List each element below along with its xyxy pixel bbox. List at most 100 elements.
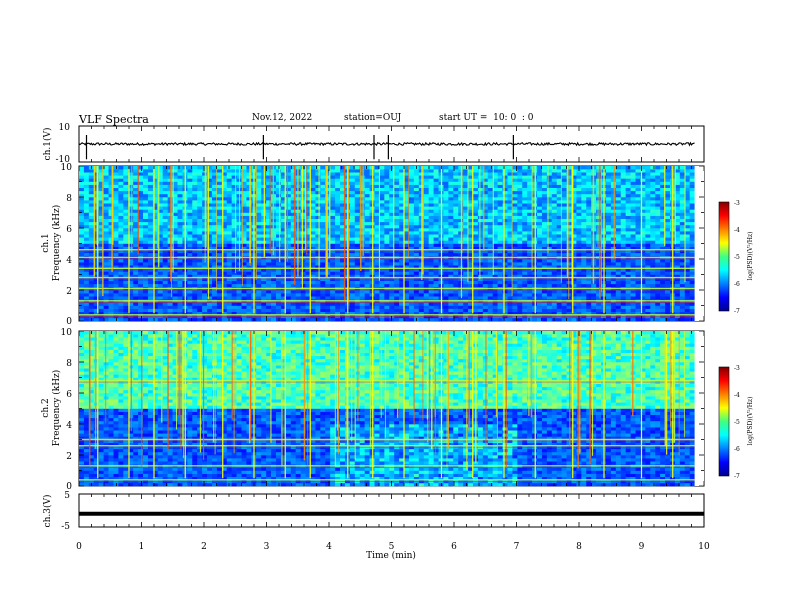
spectrogram-cell: [187, 169, 193, 173]
spectrogram-cell: [349, 228, 356, 232]
spectrogram-cell: [285, 178, 292, 182]
spectrogram-cell: [394, 218, 400, 223]
spectrogram-cell: [152, 274, 159, 278]
spectrogram-cell: [290, 218, 296, 223]
spectrogram-cell: [517, 262, 523, 266]
spectrogram-cell: [477, 169, 484, 173]
spectrogram-cell: [226, 302, 232, 306]
spectrogram-cell: [177, 178, 183, 182]
spectrogram-cell: [546, 224, 553, 229]
spectrogram-cell: [379, 172, 385, 176]
spectrogram-cell: [340, 193, 346, 198]
spectrogram-cell: [143, 234, 149, 238]
spectrogram-cell: [128, 166, 134, 170]
spectrogram-cell: [241, 305, 247, 309]
spectrogram-cell: [404, 178, 410, 182]
spectrogram-cell: [113, 246, 119, 250]
spectrogram-cell: [404, 265, 410, 269]
spectrogram-cell: [216, 311, 223, 316]
spectrogram-cell: [216, 221, 223, 226]
spectrogram-cell: [453, 296, 459, 300]
spectrogram-cell: [143, 203, 149, 207]
spectrogram-cell: [423, 296, 429, 300]
spectrogram-cell: [226, 215, 232, 219]
spectrogram-cell: [138, 280, 144, 285]
spectrogram-cell: [453, 317, 459, 322]
spectrogram-cell: [330, 259, 336, 263]
spectrogram-cell: [522, 246, 528, 250]
spectrogram-cell: [197, 296, 203, 300]
spectrogram-cell: [477, 271, 484, 275]
spectrogram-cell: [527, 271, 533, 275]
spectrogram-cell: [88, 228, 95, 232]
spectrogram-cell: [335, 317, 341, 322]
spectrogram-cell: [300, 215, 306, 219]
spectrogram-cell: [315, 169, 321, 173]
spectrogram-cell: [408, 181, 415, 185]
spectrogram-cell: [423, 169, 429, 173]
spectrogram-cell: [147, 234, 154, 238]
spectrogram-cell: [473, 228, 479, 232]
spectrogram-cell: [280, 259, 287, 263]
ch1-ylabel: ch.1(V): [42, 128, 53, 161]
spectrogram-cell: [152, 283, 159, 288]
spectrogram-cell: [88, 190, 95, 195]
spectrogram-cell: [448, 240, 454, 244]
spectrogram-cell: [221, 200, 228, 204]
spectrogram-cell: [172, 172, 178, 176]
spectrogram-cell: [157, 175, 164, 179]
spectrogram-cell: [399, 206, 405, 210]
spectrogram-cell: [330, 184, 336, 188]
spectrogram-cell: [413, 234, 420, 238]
spectrogram-cell: [88, 283, 95, 288]
spectrogram-cell: [404, 181, 410, 185]
spectrogram-cell: [468, 231, 474, 235]
spectrogram-cell: [546, 203, 553, 207]
spectrogram-cell: [128, 262, 134, 266]
spectrogram-cell: [389, 293, 395, 297]
spectrogram-cell: [216, 317, 223, 322]
spectrogram-cell: [123, 283, 129, 288]
spectrogram-cell: [143, 190, 149, 195]
spectrogram-cell: [113, 190, 119, 195]
spectrogram-cell: [527, 212, 533, 216]
spectrogram-cell: [502, 190, 508, 195]
spectrogram-cell: [448, 203, 454, 207]
spectrogram-cell: [197, 178, 203, 182]
spectrogram-cell: [226, 178, 232, 182]
spectrogram-cell: [458, 274, 464, 278]
spectrogram-cell: [118, 231, 124, 235]
spectrogram-cell: [537, 296, 543, 300]
spectrogram-cell: [236, 280, 242, 285]
spectrogram-cell: [487, 296, 493, 300]
spectrogram-cell: [143, 293, 149, 297]
spectrogram-cell: [433, 283, 439, 288]
spectrogram-cell: [458, 228, 464, 232]
spectrogram-cell: [221, 317, 228, 322]
spectrogram-cell: [551, 218, 558, 223]
spectrogram-cell: [384, 280, 390, 285]
spectrogram-cell: [138, 296, 144, 300]
spectrogram-cell: [192, 246, 198, 250]
spectrogram-cell: [463, 221, 469, 226]
spectrogram-cell: [492, 166, 498, 170]
spectrogram-cell: [463, 178, 469, 182]
spectrogram-cell: [349, 221, 356, 226]
spectrogram-cell: [320, 221, 326, 226]
spectrogram-cell: [477, 212, 484, 216]
spectrogram-cell: [527, 296, 533, 300]
spectrogram-cell: [556, 311, 562, 316]
spectrogram-cell: [482, 296, 489, 300]
spectrogram-cell: [448, 237, 454, 241]
spectrogram-cell: [492, 193, 498, 198]
ch1-waveform-trace: [78, 135, 695, 160]
spectrogram-cell: [532, 317, 538, 322]
spectrogram-cell: [497, 193, 503, 198]
spectrogram-cell: [527, 302, 533, 306]
spectrogram-cell: [143, 271, 149, 275]
spectrogram-cell: [147, 290, 154, 294]
spectrogram-cell: [310, 311, 316, 316]
spectrogram-cell: [428, 290, 434, 294]
spectrogram-cell: [143, 246, 149, 250]
spectrogram-cell: [157, 246, 164, 250]
